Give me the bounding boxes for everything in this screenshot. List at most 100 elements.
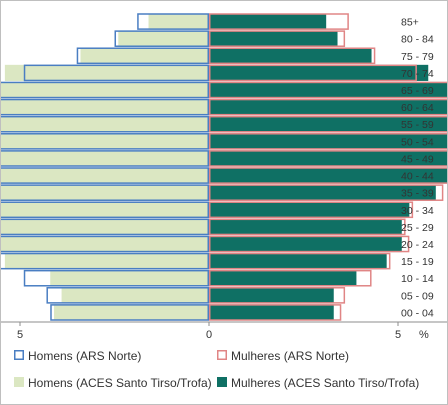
outline-homens-ars-norte-50-54 <box>1 133 209 150</box>
x-tick-label: 5 <box>17 329 23 341</box>
outline-homens-ars-norte-05-09 <box>46 287 209 304</box>
legend-swatch <box>14 377 24 387</box>
legend-item-mulheres-ars-norte: Mulheres (ARS Norte) <box>217 349 349 363</box>
x-tick-label: 5 <box>395 329 401 341</box>
outline-mulheres-ars-norte-65-69 <box>209 81 447 99</box>
outline-mulheres-ars-norte-55-59 <box>209 115 447 133</box>
outline-mulheres-ars-norte-25-29 <box>209 218 406 236</box>
age-label: 30 - 34 <box>401 205 434 217</box>
x-tick-label: 0 <box>206 329 212 341</box>
outline-mulheres-ars-norte-35-39 <box>209 184 444 201</box>
bar-homens-aces-santo-tirso-trofa-85 <box>148 13 209 30</box>
outline-mulheres-ars-norte-80-84 <box>209 30 346 47</box>
age-label: 50 - 54 <box>401 136 434 148</box>
bar-mulheres-aces-santo-tirso-trofa-10-14 <box>209 270 357 287</box>
outline-homens-ars-norte-55-59 <box>1 115 209 133</box>
age-label: 35 - 39 <box>401 188 434 200</box>
age-label: 80 - 84 <box>401 34 434 46</box>
outline-homens-ars-norte-35-39 <box>1 184 209 201</box>
age-label: 45 - 49 <box>401 153 434 165</box>
bar-mulheres-aces-santo-tirso-trofa-05-09 <box>209 287 334 304</box>
bar-mulheres-aces-santo-tirso-trofa-45-49 <box>209 150 447 167</box>
age-label: 25 - 29 <box>401 222 434 234</box>
outline-homens-ars-norte-10-14 <box>23 269 210 287</box>
outline-mulheres-ars-norte-20-24 <box>209 235 410 253</box>
outline-mulheres-ars-norte-00-04 <box>209 304 342 321</box>
outline-mulheres-ars-norte-30-34 <box>209 201 414 219</box>
age-label: 75 - 79 <box>401 51 434 63</box>
legend-item-homens-aces-santo-tirso-trofa: Homens (ACES Santo Tirso/Trofa) <box>14 376 212 390</box>
legend-label: Homens (ACES Santo Tirso/Trofa) <box>28 376 212 390</box>
bar-mulheres-aces-santo-tirso-trofa-15-19 <box>209 253 387 270</box>
outline-mulheres-ars-norte-75-79 <box>209 47 376 65</box>
bar-mulheres-aces-santo-tirso-trofa-85 <box>209 13 327 30</box>
bar-mulheres-aces-santo-tirso-trofa-25-29 <box>209 218 402 235</box>
outline-mulheres-ars-norte-15-19 <box>209 252 391 270</box>
outline-homens-ars-norte-15-19 <box>1 252 210 270</box>
outline-mulheres-ars-norte-85 <box>209 13 349 30</box>
bar-homens-aces-santo-tirso-trofa-20-24 <box>1 235 210 253</box>
bar-homens-aces-santo-tirso-trofa-70-74 <box>4 64 209 81</box>
age-label: 85+ <box>401 17 419 29</box>
outline-homens-ars-norte-70-74 <box>23 64 210 82</box>
outline-homens-ars-norte-80-84 <box>114 30 209 47</box>
age-label: 65 - 69 <box>401 85 434 97</box>
age-group-labels: 00 - 04 05 - 09 10 - 14 15 - 19 20 - 24 25 - … <box>401 17 434 320</box>
outline-mulheres-ars-norte-10-14 <box>209 269 372 287</box>
bar-mulheres-aces-santo-tirso-trofa-40-44 <box>209 167 447 184</box>
outline-mulheres-ars-norte-40-44 <box>209 167 447 184</box>
age-label: 05 - 09 <box>401 290 434 302</box>
bar-homens-aces-santo-tirso-trofa-15-19 <box>4 253 209 270</box>
age-label: 60 - 64 <box>401 102 434 114</box>
legend-swatch <box>14 350 24 360</box>
outline-homens-ars-norte-20-24 <box>1 235 209 253</box>
bar-mulheres-aces-santo-tirso-trofa-00-04 <box>209 304 334 321</box>
outline-homens-ars-norte-45-49 <box>1 150 209 167</box>
bar-homens-aces-santo-tirso-trofa-25-29 <box>1 218 210 235</box>
legend-swatch <box>217 350 227 360</box>
outline-mulheres-ars-norte-70-74 <box>209 64 417 82</box>
outline-mulheres-ars-norte-60-64 <box>209 98 447 116</box>
bar-mulheres-aces-santo-tirso-trofa-35-39 <box>209 184 436 201</box>
x-axis-unit-label: % <box>419 329 429 341</box>
bar-mulheres-aces-santo-tirso-trofa-70-74 <box>209 64 429 81</box>
legend-label: Mulheres (ACES Santo Tirso/Trofa) <box>231 376 419 390</box>
bar-homens-aces-santo-tirso-trofa-80-84 <box>118 30 209 47</box>
bar-mulheres-aces-santo-tirso-trofa-50-54 <box>209 133 447 150</box>
outline-homens-ars-norte-85 <box>137 13 209 30</box>
legend-item-homens-ars-norte: Homens (ARS Norte) <box>14 349 141 363</box>
outline-homens-ars-norte-60-64 <box>1 98 210 116</box>
bars-layer <box>1 13 447 321</box>
age-label: 70 - 74 <box>401 68 434 80</box>
bar-mulheres-aces-santo-tirso-trofa-80-84 <box>209 30 338 47</box>
age-label: 55 - 59 <box>401 119 434 131</box>
age-label: 40 - 44 <box>401 171 434 183</box>
bar-homens-aces-santo-tirso-trofa-65-69 <box>1 81 210 99</box>
bar-homens-aces-santo-tirso-trofa-40-44 <box>1 167 209 184</box>
outline-homens-ars-norte-75-79 <box>76 47 209 65</box>
outline-mulheres-ars-norte-05-09 <box>209 287 346 304</box>
age-label: 10 - 14 <box>401 273 434 285</box>
outline-mulheres-ars-norte-45-49 <box>209 150 447 167</box>
bar-homens-aces-santo-tirso-trofa-45-49 <box>1 150 209 167</box>
bar-homens-aces-santo-tirso-trofa-50-54 <box>1 133 209 150</box>
legend-label: Mulheres (ARS Norte) <box>231 349 349 363</box>
outline-homens-ars-norte-65-69 <box>1 81 210 99</box>
bar-homens-aces-santo-tirso-trofa-75-79 <box>80 47 209 64</box>
bar-homens-aces-santo-tirso-trofa-60-64 <box>1 99 209 116</box>
bar-mulheres-aces-santo-tirso-trofa-60-64 <box>209 99 447 116</box>
bar-mulheres-aces-santo-tirso-trofa-75-79 <box>209 47 372 64</box>
bar-homens-aces-santo-tirso-trofa-10-14 <box>50 270 209 287</box>
age-label: 15 - 19 <box>401 256 434 268</box>
bar-homens-aces-santo-tirso-trofa-30-34 <box>1 201 209 218</box>
bar-mulheres-aces-santo-tirso-trofa-65-69 <box>209 81 447 99</box>
outline-homens-ars-norte-30-34 <box>1 201 210 219</box>
outline-homens-ars-norte-40-44 <box>1 167 209 184</box>
bar-mulheres-aces-santo-tirso-trofa-55-59 <box>209 116 447 133</box>
bar-mulheres-aces-santo-tirso-trofa-30-34 <box>209 201 410 218</box>
x-axis: 1050510% <box>1 321 447 341</box>
bar-homens-aces-santo-tirso-trofa-35-39 <box>1 184 209 201</box>
legend-label: Homens (ARS Norte) <box>28 349 141 363</box>
